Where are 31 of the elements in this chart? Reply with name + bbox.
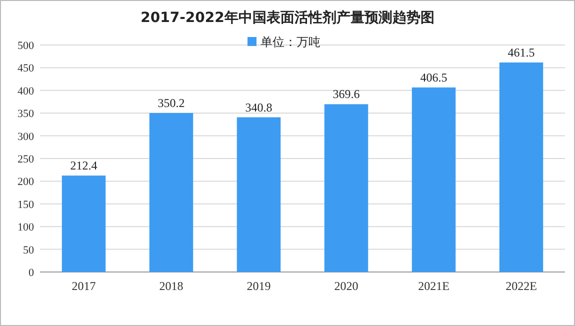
y-tick-label: 50 [23, 244, 34, 256]
chart-title: 2017-2022年中国表面活性剂产量预测趋势图 [140, 9, 434, 26]
bar [236, 117, 281, 272]
y-tick-label: 0 [28, 267, 34, 279]
data-label: 350.2 [158, 96, 185, 110]
data-label: 369.6 [332, 87, 360, 102]
y-tick-label: 250 [18, 154, 34, 166]
x-tick-label: 2018 [159, 279, 184, 293]
bar [62, 176, 106, 272]
y-tick-label: 500 [18, 40, 34, 52]
y-tick-label: 450 [18, 62, 34, 75]
x-tick-label: 2020 [334, 279, 358, 293]
legend-label: 单位：万吨 [260, 35, 320, 49]
y-tick-label: 400 [18, 85, 34, 98]
data-label: 406.5 [420, 70, 448, 84]
x-tick-label: 2019 [246, 279, 271, 293]
data-label: 340.8 [245, 100, 272, 114]
x-tick-label: 2021E [418, 279, 450, 293]
x-tick-label: 2017 [72, 279, 96, 293]
bar [324, 104, 368, 272]
y-tick-label: 100 [18, 222, 34, 234]
y-tick-label: 200 [18, 176, 34, 188]
bar [412, 87, 456, 272]
y-tick-label: 300 [18, 130, 34, 143]
x-tick-label: 2022E [506, 279, 537, 293]
data-label: 461.5 [508, 45, 535, 60]
y-tick-label: 350 [18, 108, 34, 120]
bar [149, 113, 194, 272]
bar [499, 62, 544, 272]
y-tick-label: 150 [18, 198, 34, 211]
data-label: 212.4 [70, 158, 98, 173]
